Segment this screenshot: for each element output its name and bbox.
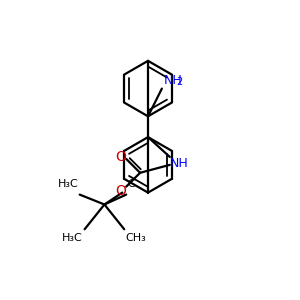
Text: NH: NH xyxy=(164,74,183,87)
Text: O: O xyxy=(115,184,126,198)
Text: H₃C: H₃C xyxy=(62,233,82,243)
Text: O: O xyxy=(115,150,126,164)
Text: 2: 2 xyxy=(177,76,183,87)
Text: CH₃: CH₃ xyxy=(125,233,146,243)
Text: NH: NH xyxy=(170,157,189,170)
Text: C: C xyxy=(127,178,135,189)
Text: H₃C: H₃C xyxy=(58,178,79,189)
